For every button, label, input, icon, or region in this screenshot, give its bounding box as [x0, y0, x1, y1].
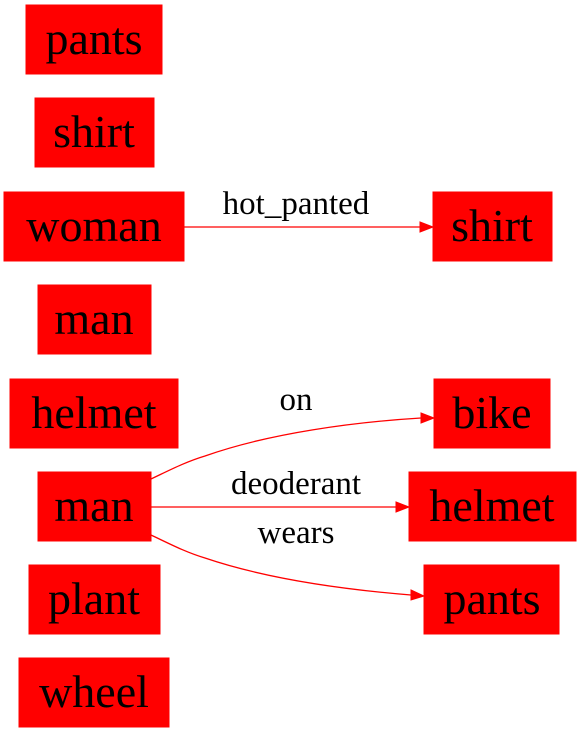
node-label: shirt: [53, 106, 135, 157]
edge-man-pants: wears: [150, 515, 426, 601]
node-man-subject: man: [37, 471, 152, 542]
edge-label: deoderant: [231, 466, 361, 502]
node-label: helmet: [31, 387, 156, 438]
node-label: pants: [45, 13, 142, 64]
edge-label: wears: [258, 515, 335, 551]
arrowhead: [410, 589, 426, 601]
node-label: plant: [48, 573, 140, 624]
node-woman: woman: [3, 191, 185, 262]
node-label: woman: [26, 200, 161, 251]
arrowhead: [420, 412, 436, 424]
node-box: [37, 284, 152, 355]
node-label: wheel: [39, 666, 149, 717]
edge-woman-shirt: hot_panted: [184, 186, 435, 233]
edge-label: hot_panted: [223, 186, 370, 222]
node-man: man: [37, 284, 152, 355]
node-label: helmet: [429, 480, 554, 531]
node-helmet: helmet: [9, 378, 179, 449]
node-box: [432, 191, 553, 262]
node-box: [34, 97, 155, 168]
node-label: man: [54, 480, 133, 531]
edges: hot_panted on deoderant wears: [150, 186, 436, 601]
node-label: shirt: [451, 200, 533, 251]
node-pants-object: pants: [423, 564, 560, 635]
node-label: bike: [452, 387, 531, 438]
edge-man-helmet: deoderant: [151, 466, 411, 513]
edge-line: [150, 534, 412, 596]
node-box: [37, 471, 152, 542]
node-box: [28, 564, 161, 635]
edge-line: [150, 417, 422, 480]
nodes: pants shirt woman man helmet man plant: [3, 4, 577, 728]
node-shirt: shirt: [34, 97, 155, 168]
node-box: [423, 564, 560, 635]
arrowhead: [395, 501, 411, 513]
node-box: [18, 657, 170, 728]
node-shirt-object: shirt: [432, 191, 553, 262]
node-plant: plant: [28, 564, 161, 635]
node-box: [3, 191, 185, 262]
edge-label: on: [280, 382, 313, 418]
node-label: pants: [443, 573, 540, 624]
arrowhead: [419, 221, 435, 233]
node-box: [25, 4, 163, 75]
node-box: [9, 378, 179, 449]
node-box: [433, 378, 551, 449]
edge-man-bike: on: [150, 382, 436, 480]
node-box: [408, 471, 577, 542]
node-helmet-object: helmet: [408, 471, 577, 542]
node-wheel: wheel: [18, 657, 170, 728]
node-pants: pants: [25, 4, 163, 75]
node-bike: bike: [433, 378, 551, 449]
node-label: man: [54, 293, 133, 344]
